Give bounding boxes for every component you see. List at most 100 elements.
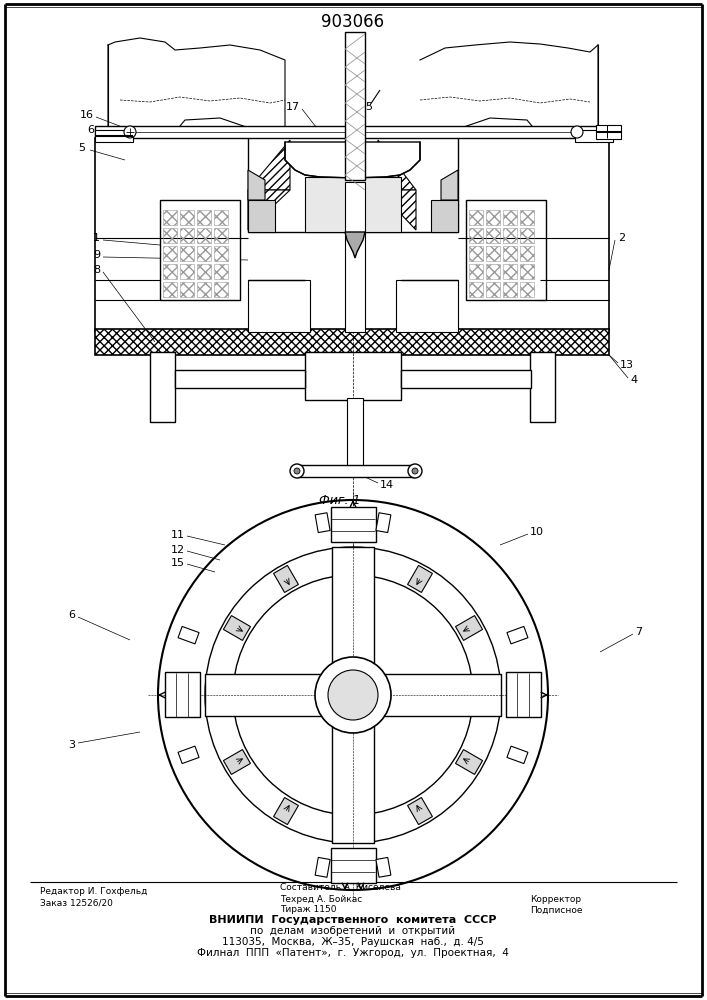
Bar: [469, 228, 483, 243]
Bar: [596, 125, 621, 139]
Bar: [503, 228, 517, 243]
Bar: [95, 126, 609, 138]
Polygon shape: [178, 626, 199, 644]
Text: 11: 11: [171, 530, 185, 540]
Bar: [469, 264, 483, 279]
Polygon shape: [407, 798, 433, 825]
Bar: [345, 32, 365, 180]
Bar: [197, 210, 211, 225]
Bar: [469, 246, 483, 261]
Polygon shape: [178, 746, 199, 764]
Bar: [305, 177, 401, 232]
Text: 7: 7: [635, 627, 642, 637]
Polygon shape: [248, 190, 290, 230]
Text: +: +: [380, 520, 386, 526]
Polygon shape: [248, 140, 290, 190]
Bar: [520, 246, 534, 261]
Bar: [248, 134, 458, 232]
Text: 12: 12: [171, 545, 185, 555]
Text: 16: 16: [80, 110, 94, 120]
Bar: [214, 246, 228, 261]
Bar: [331, 848, 376, 883]
Text: 9: 9: [93, 250, 100, 260]
Bar: [180, 210, 194, 225]
Bar: [150, 352, 175, 422]
Bar: [486, 210, 500, 225]
Circle shape: [124, 126, 136, 138]
Bar: [347, 398, 363, 470]
Circle shape: [412, 468, 418, 474]
Text: Заказ 12526/20: Заказ 12526/20: [40, 898, 113, 908]
Polygon shape: [455, 616, 483, 640]
Bar: [160, 200, 240, 300]
Bar: [503, 264, 517, 279]
Text: +: +: [320, 520, 325, 526]
Bar: [345, 182, 365, 332]
Bar: [503, 282, 517, 297]
Polygon shape: [274, 565, 298, 592]
Text: по  делам  изобретений  и  открытий: по делам изобретений и открытий: [250, 926, 455, 936]
Circle shape: [571, 126, 583, 138]
Polygon shape: [378, 190, 416, 230]
Text: 15: 15: [360, 102, 374, 112]
Polygon shape: [248, 170, 265, 200]
Bar: [95, 329, 609, 355]
Text: 8: 8: [93, 265, 100, 275]
Polygon shape: [315, 513, 330, 533]
Polygon shape: [315, 857, 330, 877]
Bar: [163, 228, 177, 243]
Bar: [95, 130, 133, 142]
Bar: [175, 370, 305, 388]
Bar: [214, 228, 228, 243]
Text: Подписное: Подписное: [530, 906, 583, 914]
Bar: [486, 282, 500, 297]
Text: Фиг. 1: Фиг. 1: [320, 493, 361, 506]
Circle shape: [290, 464, 304, 478]
Bar: [248, 280, 310, 332]
Bar: [214, 264, 228, 279]
Bar: [503, 246, 517, 261]
Bar: [197, 282, 211, 297]
Bar: [180, 228, 194, 243]
Bar: [305, 352, 401, 400]
Bar: [197, 228, 211, 243]
Text: 14: 14: [380, 480, 394, 490]
Bar: [197, 246, 211, 261]
Circle shape: [294, 468, 300, 474]
Text: 6: 6: [68, 610, 75, 620]
Bar: [506, 672, 541, 717]
Bar: [520, 228, 534, 243]
Polygon shape: [507, 746, 528, 764]
Bar: [575, 130, 613, 142]
Bar: [520, 210, 534, 225]
Bar: [297, 465, 415, 477]
Bar: [205, 674, 501, 716]
Polygon shape: [223, 616, 250, 640]
Text: Тираж 1150: Тираж 1150: [280, 906, 337, 914]
Bar: [332, 547, 374, 843]
Bar: [214, 210, 228, 225]
Text: +: +: [186, 752, 192, 758]
Bar: [180, 264, 194, 279]
Text: Редактор И. Гохфельд: Редактор И. Гохфельд: [40, 888, 147, 896]
Bar: [520, 264, 534, 279]
Text: Корректор: Корректор: [530, 894, 581, 904]
Text: Составитель А. Киселева: Составитель А. Киселева: [280, 884, 401, 892]
Bar: [180, 282, 194, 297]
Text: ВНИИПИ  Государственного  комитета  СССР: ВНИИПИ Государственного комитета СССР: [209, 915, 497, 925]
Text: +: +: [515, 632, 520, 638]
Text: +: +: [320, 864, 325, 870]
Bar: [331, 507, 376, 542]
Bar: [197, 264, 211, 279]
Bar: [466, 200, 546, 300]
Circle shape: [408, 464, 422, 478]
Bar: [163, 264, 177, 279]
Text: 903066: 903066: [322, 13, 385, 31]
Polygon shape: [431, 200, 458, 232]
Text: +: +: [380, 864, 386, 870]
Bar: [396, 280, 458, 332]
Polygon shape: [378, 140, 416, 190]
Polygon shape: [507, 626, 528, 644]
Polygon shape: [407, 565, 433, 592]
Bar: [486, 264, 500, 279]
